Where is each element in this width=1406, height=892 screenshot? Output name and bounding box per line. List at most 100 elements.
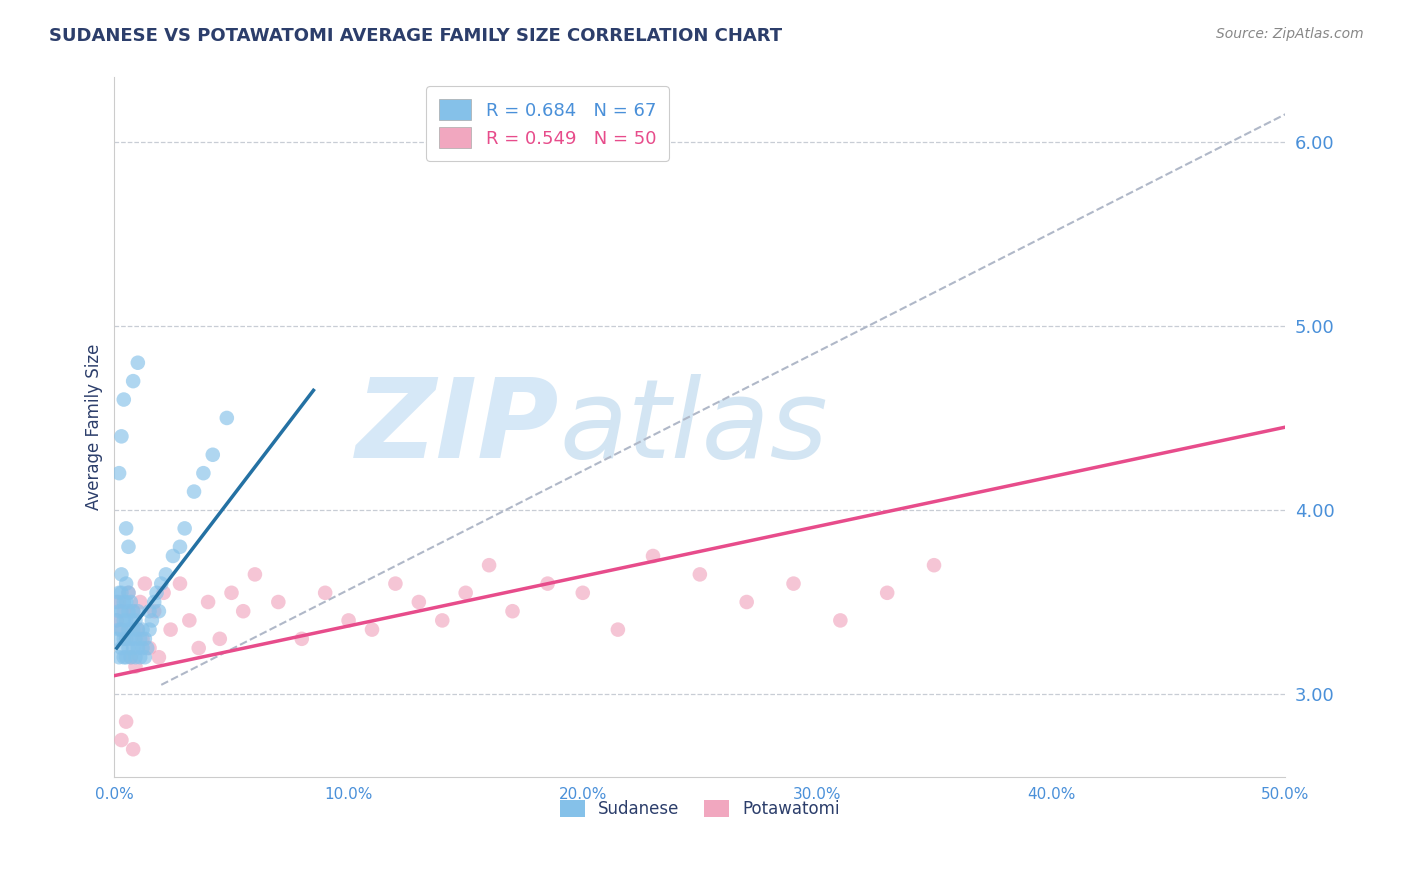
Point (112, 632, 135, 646)
Point (131, 640, 153, 655)
Point (134, 632, 156, 646)
Point (110, 567, 132, 582)
Point (148, 604, 170, 618)
Point (129, 632, 152, 646)
Point (117, 623, 139, 637)
Point (129, 595, 152, 609)
Point (108, 466, 131, 480)
Point (120, 614, 142, 628)
Point (134, 576, 156, 591)
Point (169, 540, 191, 554)
Point (110, 604, 132, 618)
Point (384, 576, 406, 591)
Point (689, 567, 711, 582)
Point (131, 632, 153, 646)
Point (120, 595, 142, 609)
Point (105, 614, 128, 628)
Text: atlas: atlas (560, 374, 828, 481)
Point (291, 632, 314, 646)
Point (735, 595, 758, 609)
Point (122, 604, 145, 618)
Point (110, 733, 132, 747)
Point (124, 659, 146, 673)
Point (127, 604, 149, 618)
Point (150, 576, 173, 591)
Point (115, 632, 138, 646)
Point (571, 586, 593, 600)
Point (782, 576, 804, 591)
Text: ZIP: ZIP (356, 374, 560, 481)
Point (122, 604, 145, 618)
Point (117, 586, 139, 600)
Point (112, 595, 135, 609)
Point (108, 604, 131, 618)
Point (830, 614, 852, 628)
Point (110, 640, 132, 655)
Point (502, 604, 524, 618)
Point (115, 650, 138, 665)
Point (105, 632, 128, 646)
Point (112, 650, 135, 665)
Point (183, 484, 205, 499)
Point (124, 632, 146, 646)
Point (159, 623, 181, 637)
Point (105, 595, 128, 609)
Point (110, 586, 132, 600)
Point (208, 632, 231, 646)
Point (115, 632, 138, 646)
Point (267, 595, 290, 609)
Point (361, 623, 384, 637)
Point (197, 595, 219, 609)
Point (129, 650, 152, 665)
Y-axis label: Average Family Size: Average Family Size (86, 344, 103, 510)
Point (215, 411, 238, 425)
Point (120, 650, 142, 665)
Text: SUDANESE VS POTAWATOMI AVERAGE FAMILY SIZE CORRELATION CHART: SUDANESE VS POTAWATOMI AVERAGE FAMILY SI… (49, 27, 782, 45)
Point (408, 595, 430, 609)
Point (124, 650, 146, 665)
Point (173, 521, 195, 535)
Point (432, 614, 454, 628)
Point (117, 586, 139, 600)
Point (155, 567, 177, 582)
Text: Source: ZipAtlas.com: Source: ZipAtlas.com (1216, 27, 1364, 41)
Point (145, 586, 167, 600)
Point (112, 392, 135, 407)
Point (117, 604, 139, 618)
Point (201, 448, 224, 462)
Point (134, 650, 156, 665)
Point (138, 604, 160, 618)
Point (536, 576, 558, 591)
Point (131, 623, 153, 637)
Point (143, 604, 166, 618)
Point (115, 595, 138, 609)
Point (478, 558, 501, 573)
Point (120, 650, 142, 665)
Point (162, 549, 184, 563)
Point (120, 632, 142, 646)
Point (243, 567, 266, 582)
Point (127, 640, 149, 655)
Point (110, 623, 132, 637)
Point (122, 742, 145, 756)
Point (136, 640, 159, 655)
Point (124, 614, 146, 628)
Point (122, 640, 145, 655)
Point (115, 521, 138, 535)
Point (108, 623, 131, 637)
Point (122, 374, 145, 388)
Point (108, 650, 131, 665)
Point (152, 586, 174, 600)
Point (127, 623, 149, 637)
Point (922, 558, 945, 573)
Point (138, 623, 160, 637)
Point (314, 586, 336, 600)
Point (108, 586, 131, 600)
Point (193, 466, 215, 480)
Point (179, 614, 201, 628)
Point (187, 640, 209, 655)
Point (221, 586, 243, 600)
Point (122, 623, 145, 637)
Point (115, 576, 138, 591)
Point (169, 576, 191, 591)
